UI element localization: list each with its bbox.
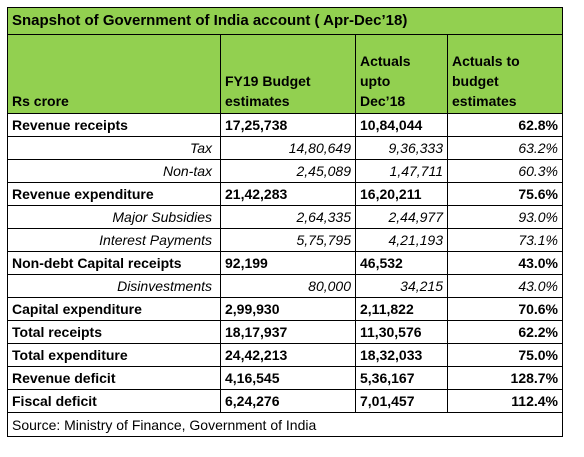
row-percent-value: 63.2% bbox=[446, 136, 564, 160]
row-budget-value: 2,45,089 bbox=[220, 159, 356, 183]
row-percent-value: 75.0% bbox=[446, 343, 564, 367]
row-budget-value: 21,42,283 bbox=[220, 182, 356, 206]
table-row: Non-debt Capital receipts 92,199 46,532 43.… bbox=[7, 251, 564, 275]
row-budget-value: 18,17,937 bbox=[220, 320, 356, 344]
row-percent-value: 75.6% bbox=[446, 182, 564, 206]
source-row: Source: Ministry of Finance, Government … bbox=[6, 412, 564, 437]
header-ratio: Actuals to budget estimates bbox=[446, 34, 564, 114]
row-actual-value: 46,532 bbox=[355, 251, 448, 275]
header-row: Rs crore FY19 Budget estimates Actuals u… bbox=[7, 34, 564, 114]
row-actual-value: 16,20,211 bbox=[355, 182, 448, 206]
table-row: Revenue deficit 4,16,545 5,36,167 128.7% bbox=[7, 366, 564, 390]
row-actual-value: 18,32,033 bbox=[355, 343, 448, 367]
row-label: Non-tax bbox=[7, 159, 221, 183]
header-units: Rs crore bbox=[7, 34, 221, 114]
data-table-container: Snapshot of Government of India account … bbox=[6, 7, 564, 437]
row-label: Total receipts bbox=[7, 320, 221, 344]
row-percent-value: 128.7% bbox=[446, 366, 564, 390]
row-label: Revenue receipts bbox=[7, 113, 221, 137]
table-row: Fiscal deficit 6,24,276 7,01,457 112.4% bbox=[7, 389, 564, 413]
row-budget-value: 17,25,738 bbox=[220, 113, 356, 137]
header-actuals: Actuals upto Dec’18 bbox=[355, 34, 448, 114]
row-actual-value: 5,36,167 bbox=[355, 366, 448, 390]
table-row: Total expenditure 24,42,213 18,32,033 75.0% bbox=[7, 343, 564, 367]
source-note: Source: Ministry of Finance, Government … bbox=[6, 412, 564, 437]
row-actual-value: 7,01,457 bbox=[355, 389, 448, 413]
row-budget-value: 92,199 bbox=[220, 251, 356, 275]
row-label: Major Subsidies bbox=[7, 205, 221, 229]
table-row: Tax 14,80,649 9,36,333 63.2% bbox=[7, 136, 564, 160]
table-row: Total receipts 18,17,937 11,30,576 62.2% bbox=[7, 320, 564, 344]
row-budget-value: 2,99,930 bbox=[220, 297, 356, 321]
row-percent-value: 93.0% bbox=[446, 205, 564, 229]
table-row: Disinvestments 80,000 34,215 43.0% bbox=[7, 274, 564, 298]
row-actual-value: 10,84,044 bbox=[355, 113, 448, 137]
table-row: Capital expenditure 2,99,930 2,11,822 70.6% bbox=[7, 297, 564, 321]
row-label: Total expenditure bbox=[7, 343, 221, 367]
row-actual-value: 11,30,576 bbox=[355, 320, 448, 344]
row-label: Revenue expenditure bbox=[7, 182, 221, 206]
table-row: Interest Payments 5,75,795 4,21,193 73.1% bbox=[7, 228, 564, 252]
row-label: Disinvestments bbox=[7, 274, 221, 298]
row-budget-value: 14,80,649 bbox=[220, 136, 356, 160]
row-percent-value: 112.4% bbox=[446, 389, 564, 413]
table-row: Non-tax 2,45,089 1,47,711 60.3% bbox=[7, 159, 564, 183]
row-percent-value: 62.8% bbox=[446, 113, 564, 137]
government-account-table: Snapshot of Government of India account … bbox=[6, 7, 564, 437]
row-budget-value: 4,16,545 bbox=[220, 366, 356, 390]
title-row: Snapshot of Government of India account … bbox=[6, 7, 564, 35]
row-budget-value: 80,000 bbox=[220, 274, 356, 298]
row-label: Fiscal deficit bbox=[7, 389, 221, 413]
table-row: Major Subsidies 2,64,335 2,44,977 93.0% bbox=[7, 205, 564, 229]
header-budget: FY19 Budget estimates bbox=[220, 34, 356, 114]
row-actual-value: 2,44,977 bbox=[355, 205, 448, 229]
row-percent-value: 60.3% bbox=[446, 159, 564, 183]
table-row: Revenue receipts 17,25,738 10,84,044 62.8% bbox=[7, 113, 564, 137]
table-row: Revenue expenditure 21,42,283 16,20,211 75.… bbox=[7, 182, 564, 206]
row-actual-value: 9,36,333 bbox=[355, 136, 448, 160]
row-actual-value: 1,47,711 bbox=[355, 159, 448, 183]
row-percent-value: 43.0% bbox=[446, 274, 564, 298]
row-percent-value: 70.6% bbox=[446, 297, 564, 321]
row-label: Tax bbox=[7, 136, 221, 160]
row-budget-value: 6,24,276 bbox=[220, 389, 356, 413]
row-percent-value: 62.2% bbox=[446, 320, 564, 344]
row-budget-value: 2,64,335 bbox=[220, 205, 356, 229]
row-label: Interest Payments bbox=[7, 228, 221, 252]
row-actual-value: 2,11,822 bbox=[355, 297, 448, 321]
row-actual-value: 34,215 bbox=[355, 274, 448, 298]
row-budget-value: 5,75,795 bbox=[220, 228, 356, 252]
table-title: Snapshot of Government of India account … bbox=[6, 7, 564, 35]
row-label: Capital expenditure bbox=[7, 297, 221, 321]
row-label: Revenue deficit bbox=[7, 366, 221, 390]
row-label: Non-debt Capital receipts bbox=[7, 251, 221, 275]
row-percent-value: 43.0% bbox=[446, 251, 564, 275]
row-budget-value: 24,42,213 bbox=[220, 343, 356, 367]
row-actual-value: 4,21,193 bbox=[355, 228, 448, 252]
row-percent-value: 73.1% bbox=[446, 228, 564, 252]
